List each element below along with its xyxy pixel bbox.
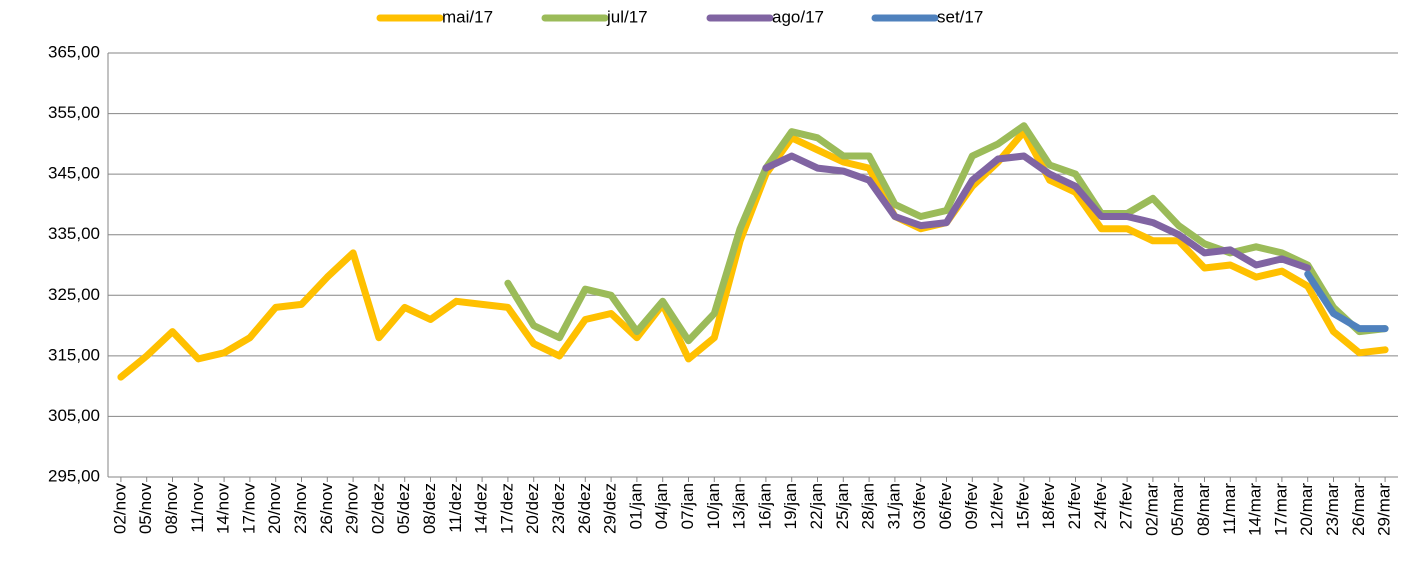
x-tick-label: 16/jan: [755, 483, 774, 529]
x-tick-label: 11/dez: [446, 483, 465, 533]
legend-label: jul/17: [606, 7, 648, 26]
x-tick-label: 17/dez: [497, 483, 516, 534]
series-line: [504, 122, 1389, 345]
x-tick-label: 20/dez: [523, 483, 542, 534]
x-tick-label: 25/jan: [833, 483, 852, 529]
x-tick-label: 23/dez: [549, 483, 568, 534]
x-tick-label: 19/jan: [781, 483, 800, 529]
x-tick-label: 17/nov: [239, 483, 258, 535]
x-tick-label: 29/mar: [1375, 483, 1394, 536]
x-tick-label: 08/nov: [162, 483, 181, 535]
y-tick-label: 295,00: [48, 466, 100, 485]
x-tick-label: 09/fev: [962, 483, 981, 530]
x-tick-label: 03/fev: [910, 483, 929, 530]
x-tick-label: 11/nov: [188, 483, 207, 533]
x-tick-label: 02/mar: [1142, 483, 1161, 536]
x-tick-label: 22/jan: [807, 483, 826, 529]
series-line: [762, 152, 1312, 272]
x-tick-label: 28/jan: [859, 483, 878, 529]
x-tick-label: 10/jan: [704, 483, 723, 529]
x-tick-label: 05/mar: [1168, 483, 1187, 536]
x-tick-label: 21/fev: [1065, 483, 1084, 530]
x-tick-label: 08/mar: [1194, 483, 1213, 536]
x-tick-label: 13/jan: [730, 483, 749, 529]
x-tick-label: 20/nov: [265, 483, 284, 535]
x-tick-label: 17/mar: [1271, 483, 1290, 536]
y-tick-label: 355,00: [48, 103, 100, 122]
x-tick-label: 14/dez: [472, 483, 491, 534]
x-tick-label: 24/fev: [1091, 483, 1110, 530]
x-tick-label: 08/dez: [420, 483, 439, 534]
x-tick-label: 26/mar: [1349, 483, 1368, 536]
x-tick-label: 14/mar: [1246, 483, 1265, 536]
y-tick-label: 305,00: [48, 406, 100, 425]
x-tick-label: 31/jan: [884, 483, 903, 529]
series-line: [1304, 270, 1389, 333]
y-tick-label: 345,00: [48, 164, 100, 183]
x-tick-label: 20/mar: [1297, 483, 1316, 536]
x-tick-label: 14/nov: [214, 483, 233, 535]
x-tick-label: 26/dez: [575, 483, 594, 534]
x-tick-label: 18/fev: [1039, 483, 1058, 530]
x-tick-label: 23/mar: [1323, 483, 1342, 536]
x-tick-label: 06/fev: [936, 483, 955, 530]
x-tick-label: 11/mar: [1220, 483, 1239, 535]
x-tick-label: 12/fev: [988, 483, 1007, 530]
y-tick-label: 365,00: [48, 42, 100, 61]
series-line: [117, 128, 1389, 381]
x-tick-label: 07/jan: [678, 483, 697, 529]
x-tick-label: 29/nov: [343, 483, 362, 535]
y-tick-label: 325,00: [48, 285, 100, 304]
legend-label: mai/17: [442, 7, 493, 26]
x-tick-label: 23/nov: [291, 483, 310, 535]
x-tick-label: 02/nov: [110, 483, 129, 535]
x-tick-label: 05/dez: [394, 483, 413, 534]
x-tick-label: 27/fev: [1117, 483, 1136, 530]
x-tick-label: 01/jan: [626, 483, 645, 529]
y-tick-label: 315,00: [48, 345, 100, 364]
legend-label: ago/17: [772, 7, 824, 26]
x-tick-label: 05/nov: [136, 483, 155, 535]
x-tick-label: 02/dez: [368, 483, 387, 534]
y-tick-label: 335,00: [48, 224, 100, 243]
x-tick-label: 15/fev: [1013, 483, 1032, 530]
x-tick-label: 26/nov: [317, 483, 336, 535]
legend-label: set/17: [937, 7, 983, 26]
x-tick-label: 04/jan: [652, 483, 671, 529]
x-tick-label: 29/dez: [601, 483, 620, 534]
